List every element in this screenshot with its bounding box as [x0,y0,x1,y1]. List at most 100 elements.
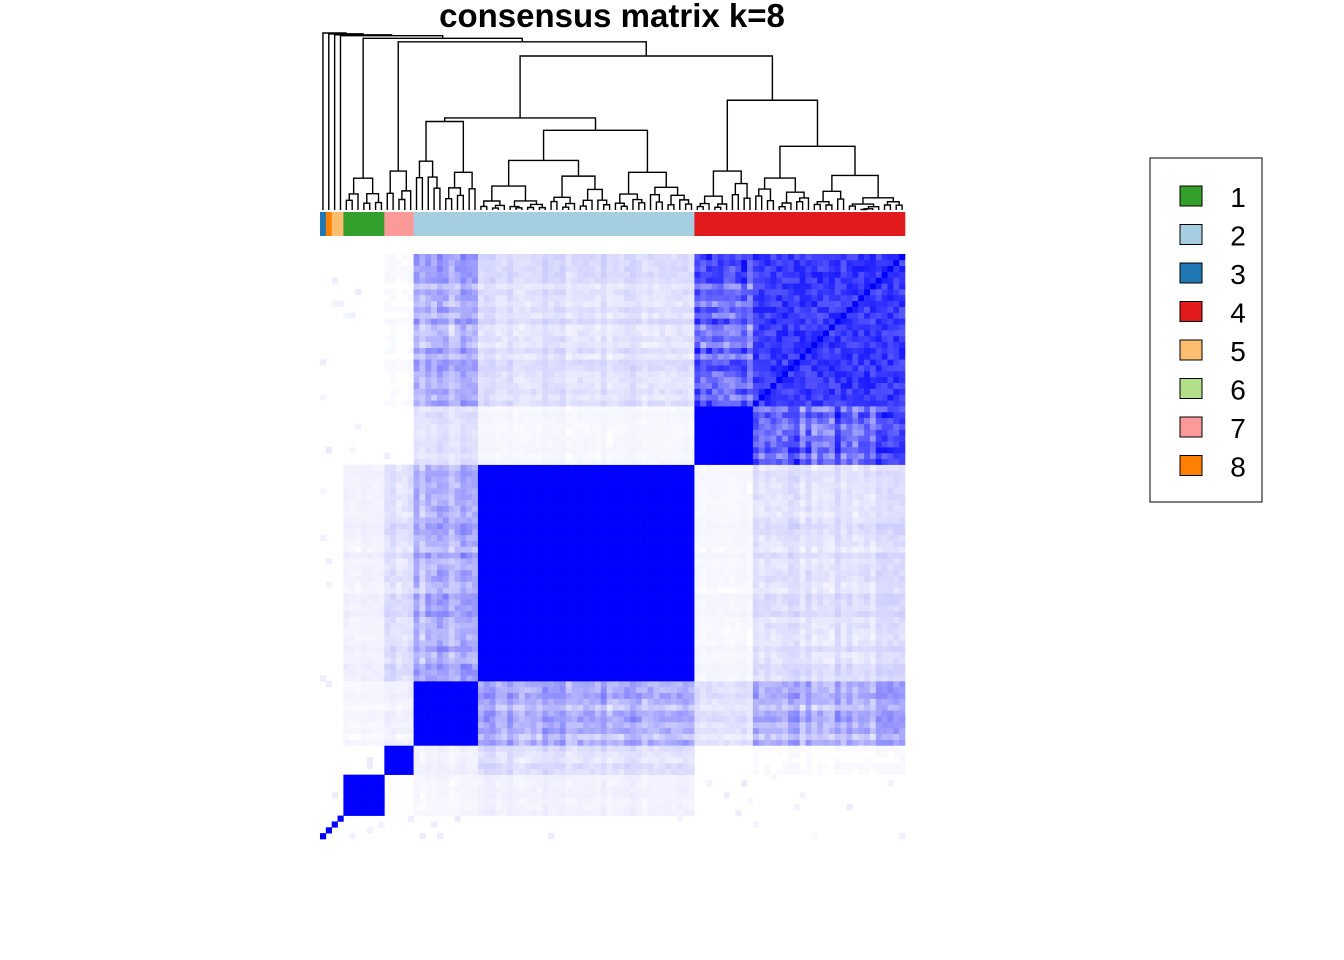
heatmap-cell [840,517,847,524]
heatmap-cell [396,546,403,553]
heatmap-cell [466,762,473,770]
heatmap-cell [401,505,409,512]
heatmap-cell [489,809,496,816]
heatmap-cell [729,558,736,565]
heatmap-cell [799,663,806,670]
heatmap-cell [875,593,882,600]
heatmap-cell [706,587,713,594]
heatmap-cell [700,692,707,699]
heatmap-cell [530,722,537,729]
heatmap-cell [776,663,783,670]
heatmap-cell [360,733,368,740]
heatmap-cell [396,540,403,547]
heatmap-cell [448,523,455,530]
heatmap-cell [554,645,561,653]
heatmap-cell [384,692,391,699]
heatmap-cell [647,558,654,565]
heatmap-cell [489,640,496,647]
heatmap-cell [659,780,666,787]
heatmap-cell [483,733,490,740]
heatmap-cell [343,523,350,530]
dendrogram-branch [427,176,438,210]
heatmap-cell [840,493,847,500]
heatmap-cell [542,780,549,787]
heatmap-cell [864,517,871,524]
heatmap-cell [425,780,432,787]
heatmap-cell [676,581,683,588]
heatmap-cell [864,511,871,518]
heatmap-cell [378,540,385,547]
heatmap-cell [366,622,373,629]
heatmap-cell [378,792,385,799]
heatmap-cell [559,716,566,723]
heatmap-cell [741,610,748,617]
heatmap-cell [788,727,795,734]
heatmap-cell [735,581,742,588]
heatmap-cell [688,634,695,641]
heatmap-cell [378,499,385,506]
heatmap-cell [583,517,590,524]
heatmap-cell [612,675,619,682]
heatmap-cell [782,651,789,658]
heatmap-cell [653,786,660,793]
heatmap-cell [442,762,449,770]
heatmap-cell [600,493,607,500]
heatmap-cell [711,599,719,606]
heatmap-cell [729,523,736,530]
heatmap-cell [899,645,906,653]
heatmap-cell [852,657,859,664]
heatmap-cell [565,499,572,506]
heatmap-cell [653,675,660,682]
heatmap-cell [425,593,432,600]
heatmap-cell [472,745,479,752]
heatmap-cell [366,587,373,594]
heatmap-cell [694,505,701,512]
heatmap-cell [559,581,566,588]
heatmap-cell [887,546,894,553]
heatmap-cell [518,651,526,658]
heatmap-cell [431,511,438,518]
heatmap-cell [442,722,449,729]
heatmap-cell [752,722,760,729]
heatmap-cell [513,540,520,547]
heatmap-cell [524,634,531,641]
heatmap-cell [594,681,602,688]
heatmap-cell [700,698,707,705]
heatmap-cell [612,599,619,606]
heatmap-cell [612,786,619,793]
heatmap-cell [752,528,760,536]
heatmap-cell [419,488,426,495]
heatmap-cell [466,575,473,582]
heatmap-cell [817,762,824,770]
heatmap-cell [641,722,648,729]
heatmap-cell [536,587,543,594]
heatmap-cell [676,645,683,653]
heatmap-cell [483,710,490,717]
heatmap-cell [723,681,730,688]
heatmap-cell [483,722,490,729]
heatmap-cell [770,499,777,506]
heatmap-cell [840,675,847,682]
heatmap-cell [390,616,397,623]
heatmap-cell [507,698,514,705]
heatmap-cell [729,681,736,688]
heatmap-cell [694,657,701,664]
heatmap-cell [706,569,713,577]
heatmap-cell [530,780,537,787]
heatmap-cell [594,546,602,553]
heatmap-cell [747,511,754,518]
heatmap-cell [788,710,795,717]
heatmap-cell [606,681,613,688]
heatmap-cell [378,780,385,787]
heatmap-cell [717,499,724,506]
heatmap-cell [869,710,877,717]
heatmap-cell [507,634,514,641]
heatmap-cell [437,610,444,617]
heatmap-cell [390,692,397,699]
heatmap-cell [706,739,713,746]
heatmap-cell [788,751,795,758]
heatmap-cell [764,704,771,711]
heatmap-cell [735,523,742,530]
heatmap-cell [524,698,531,705]
heatmap-cell [489,493,496,500]
